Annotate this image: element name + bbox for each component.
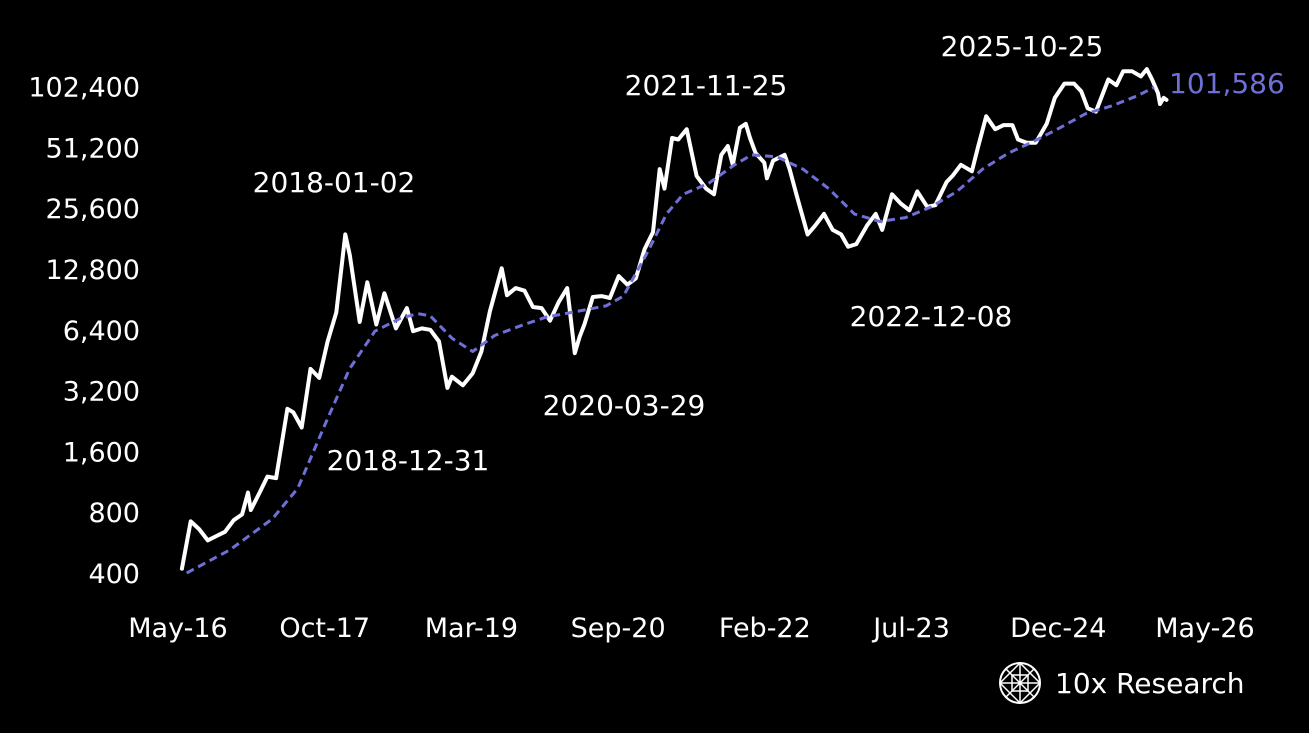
brand-logo: 10x Research: [998, 661, 1245, 705]
moving-average-line: [185, 85, 1155, 575]
y-tick-label: 6,400: [63, 316, 140, 347]
annotation-label: 2025-10-25: [941, 30, 1104, 63]
y-tick-label: 400: [88, 559, 140, 590]
annotation-label: 2022-12-08: [850, 300, 1013, 333]
x-tick-label: Sep-20: [571, 613, 666, 644]
x-tick-label: May-16: [128, 613, 227, 644]
x-tick-label: Jul-23: [871, 613, 950, 644]
y-axis-ticks: 400 800 1,600 3,200 6,400 12,800 25,600 51,200 1…: [28, 73, 140, 590]
x-tick-label: Feb-22: [719, 613, 811, 644]
y-tick-label: 1,600: [63, 437, 140, 468]
x-tick-label: Oct-17: [279, 613, 370, 644]
last-value-label: 101,586: [1169, 67, 1285, 100]
y-tick-label: 3,200: [63, 377, 140, 408]
y-tick-label: 102,400: [28, 73, 140, 104]
annotation-label: 2018-01-02: [253, 166, 416, 199]
x-tick-label: Dec-24: [1010, 613, 1106, 644]
annotation-label: 2018-12-31: [327, 444, 490, 477]
annotation-label: 2021-11-25: [625, 69, 788, 102]
globe-mesh-icon: [998, 661, 1042, 705]
price-line: [179, 67, 1169, 571]
x-axis-ticks: May-16 Oct-17 Mar-19 Sep-20 Feb-22 Jul-23 Dec-…: [128, 613, 1254, 644]
brand-name: 10x Research: [1055, 667, 1245, 700]
x-tick-label: May-26: [1155, 613, 1254, 644]
series-layer: [179, 67, 1169, 575]
x-tick-label: Mar-19: [425, 613, 518, 644]
y-tick-label: 25,600: [46, 194, 140, 225]
y-tick-label: 51,200: [46, 133, 140, 164]
annotations: 2018-01-02 2018-12-31 2020-03-29 2021-11-25…: [253, 30, 1104, 477]
y-tick-label: 12,800: [46, 255, 140, 286]
annotation-label: 2020-03-29: [543, 389, 706, 422]
y-tick-label: 800: [88, 498, 140, 529]
